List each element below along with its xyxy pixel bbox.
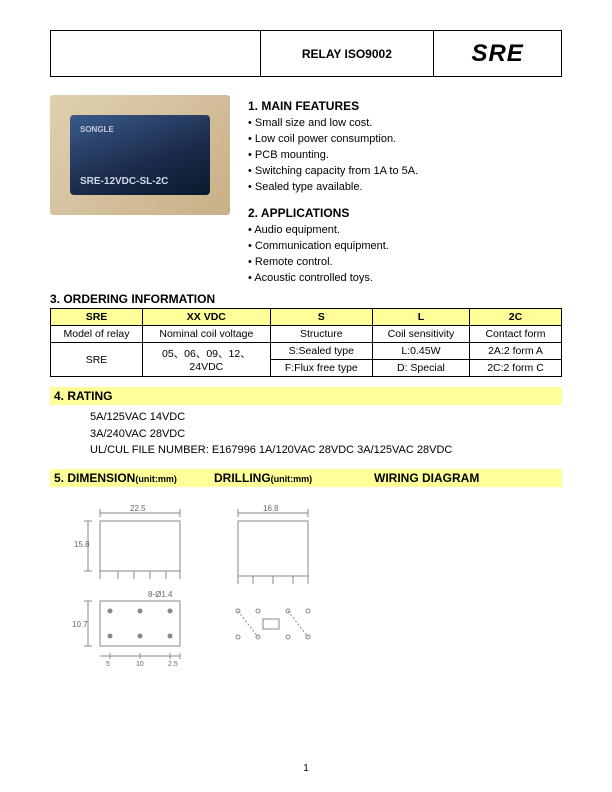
order-header: XX VDC <box>142 309 270 326</box>
application-item: Acoustic controlled toys. <box>248 271 562 287</box>
order-header: SRE <box>51 309 143 326</box>
rating-lines: 5A/125VAC 14VDC 3A/240VAC 28VDC UL/CUL F… <box>50 409 562 459</box>
header-product-code: SRE <box>434 31 562 77</box>
ordering-table: SRE XX VDC S L 2C Model of relay Nominal… <box>50 308 562 377</box>
drilling-title: DRILLING(unit:mm) <box>214 471 374 485</box>
order-header: 2C <box>469 309 561 326</box>
relay-model-label: SRE-12VDC-SL-2C <box>80 176 168 187</box>
relay-ratings-label: SONGLE <box>80 125 114 135</box>
order-cell: S:Sealed type <box>270 343 372 360</box>
drilling-diagram: 16.8 <box>218 501 328 674</box>
feature-item: Switching capacity from 1A to 5A. <box>248 164 562 180</box>
dimension-svg: 22.5 15.8 10.7 5 10 2.5 8-Ø1.4 <box>70 501 200 671</box>
feature-item: Small size and low cost. <box>248 116 562 132</box>
dimension-diagram: 22.5 15.8 10.7 5 10 2.5 8-Ø1.4 <box>70 501 200 674</box>
application-item: Audio equipment. <box>248 223 562 239</box>
header-empty-cell <box>51 31 261 77</box>
order-cell: 2A:2 form A <box>469 343 561 360</box>
feature-item: Low coil power consumption. <box>248 132 562 148</box>
order-cell: Contact form <box>469 326 561 343</box>
wiring-title: WIRING DIAGRAM <box>374 471 479 485</box>
dim-h-label: 15.8 <box>74 540 90 549</box>
intro-row: SONGLE SRE-12VDC-SL-2C 1. MAIN FEATURES … <box>50 95 562 286</box>
header-relay-cell: RELAY ISO9002 <box>260 31 434 77</box>
application-item: Communication equipment. <box>248 239 562 255</box>
rating-title: 4. RATING <box>54 389 112 403</box>
product-photo: SONGLE SRE-12VDC-SL-2C <box>50 95 230 215</box>
order-cell: L:0.45W <box>372 343 469 360</box>
ordering-header-row: SRE XX VDC S L 2C <box>51 309 562 326</box>
dimension-title: 5. DIMENSION(unit:mm) <box>54 471 214 485</box>
application-item: Remote control. <box>248 255 562 271</box>
ordering-data-row1: SRE 05、06、09、12、24VDC S:Sealed type L:0.… <box>51 343 562 360</box>
feature-item: PCB mounting. <box>248 148 562 164</box>
order-header: S <box>270 309 372 326</box>
order-cell: Model of relay <box>51 326 143 343</box>
order-cell: D: Special <box>372 360 469 377</box>
order-header: L <box>372 309 469 326</box>
order-cell: 05、06、09、12、24VDC <box>142 343 270 377</box>
order-cell: Nominal coil voltage <box>142 326 270 343</box>
dim-c-label: 2.5 <box>168 661 178 668</box>
order-cell: SRE <box>51 343 143 377</box>
drill-w-label: 16.8 <box>263 504 279 513</box>
feature-item: Sealed type available. <box>248 180 562 196</box>
rating-line: 3A/240VAC 28VDC <box>90 426 562 443</box>
ordering-desc-row: Model of relay Nominal coil voltage Stru… <box>51 326 562 343</box>
features-column: 1. MAIN FEATURES Small size and low cost… <box>248 95 562 286</box>
page-number: 1 <box>303 763 309 774</box>
header-table: RELAY ISO9002 SRE <box>50 30 562 77</box>
ordering-title: 3. ORDERING INFORMATION <box>50 292 562 306</box>
order-cell: F:Flux free type <box>270 360 372 377</box>
dim-h2-label: 10.7 <box>72 620 88 629</box>
drilling-svg: 16.8 <box>218 501 328 671</box>
rating-title-band: 4. RATING <box>50 387 562 405</box>
diagram-row: 22.5 15.8 10.7 5 10 2.5 8-Ø1.4 <box>50 501 562 674</box>
applications-list: Audio equipment. Communication equipment… <box>248 223 562 287</box>
order-cell: Coil sensitivity <box>372 326 469 343</box>
dim-a-label: 5 <box>106 661 110 668</box>
main-features-title: 1. MAIN FEATURES <box>248 99 562 113</box>
order-cell: Structure <box>270 326 372 343</box>
rating-line: 5A/125VAC 14VDC <box>90 409 562 426</box>
main-features-list: Small size and low cost. Low coil power … <box>248 116 562 196</box>
relay-body: SONGLE SRE-12VDC-SL-2C <box>70 115 210 195</box>
applications-title: 2. APPLICATIONS <box>248 206 562 220</box>
order-cell: 2C:2 form C <box>469 360 561 377</box>
dim-b-label: 10 <box>136 661 144 668</box>
rating-line: UL/CUL FILE NUMBER: E167996 1A/120VAC 28… <box>90 442 562 459</box>
dim-w-label: 22.5 <box>130 504 146 513</box>
hole-label: 8-Ø1.4 <box>148 590 173 599</box>
dimension-title-band: 5. DIMENSION(unit:mm) DRILLING(unit:mm) … <box>50 469 562 487</box>
